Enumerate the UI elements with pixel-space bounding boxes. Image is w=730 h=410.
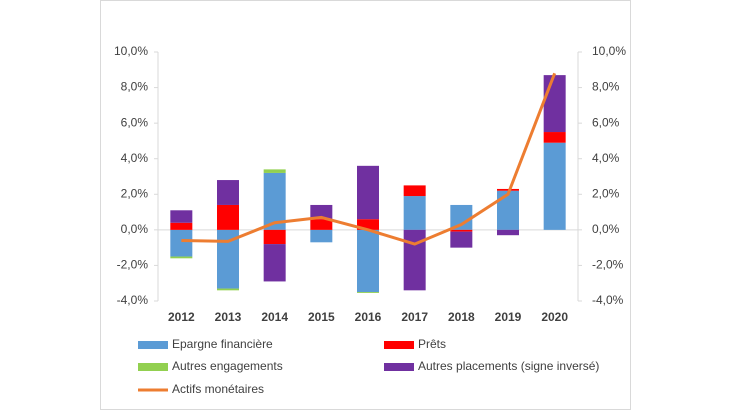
x-tick-label: 2012 [168,310,195,324]
bar-segment [310,229,333,243]
y-tick-label: 6,0% [121,115,149,129]
y2-tick-label: -2,0% [592,258,624,272]
y2-tick-label: 6,0% [592,115,620,129]
x-tick-label: 2013 [215,310,242,324]
y-tick-label: -4,0% [117,293,149,307]
bar-segment [310,204,333,220]
bar-segment [543,132,566,143]
bar-segment [450,231,473,248]
bar-segment [543,75,566,133]
legend-label: Actifs monétaires [172,382,264,396]
bar-segment [357,219,379,230]
legend-symbol [138,363,168,371]
bar-segment [450,204,473,230]
bar-segment [263,229,286,245]
bar-segment [170,229,193,257]
y-tick-label: 8,0% [121,80,149,94]
y2-tick-label: 8,0% [592,80,620,94]
x-tick-label: 2020 [541,310,568,324]
bar-segment [357,165,379,220]
bar-segment [497,229,519,236]
bar-segment [497,188,519,191]
bar-segment [217,288,239,291]
bar-segment [217,180,239,205]
bar-segment [310,219,333,230]
bar-segment [403,185,426,197]
legend-label: Autres placements (signe inversé) [418,359,599,373]
y-tick-label: -2,0% [117,258,149,272]
bar-segment [263,172,286,230]
x-tick-label: 2019 [495,310,522,324]
y2-tick-label: 10,0% [592,44,626,58]
bar-segment [170,256,193,259]
x-tick-label: 2018 [448,310,475,324]
bar-segment [217,229,239,289]
legend-label: Epargne financière [172,337,273,351]
legend-symbol [384,341,414,349]
bar-segment [403,229,426,291]
bar-segment [217,204,239,230]
bar-segment [450,229,473,232]
bar-segment [263,169,286,173]
y-tick-label: 10,0% [114,44,148,58]
bar-segment [170,210,193,223]
x-tick-label: 2017 [401,310,428,324]
bar-segment [403,196,426,230]
x-tick-label: 2014 [261,310,288,324]
x-tick-label: 2015 [308,310,335,324]
y-tick-label: 2,0% [121,186,149,200]
legend-label: Autres engagements [172,359,283,373]
y2-tick-label: 4,0% [592,151,620,165]
bar-segment [357,229,379,293]
bar-segment [263,244,286,282]
bar-segment [170,222,193,230]
bar-segment [357,292,379,293]
y-tick-label: 0,0% [121,222,149,236]
y2-tick-label: 0,0% [592,222,620,236]
legend-symbol [384,363,414,371]
bar-segment [497,190,519,230]
x-tick-label: 2016 [355,310,382,324]
y2-tick-label: 2,0% [592,186,620,200]
legend-label: Prêts [418,337,446,351]
legend-symbol [138,341,168,349]
y-tick-label: 4,0% [121,151,149,165]
bar-segment [543,142,566,230]
y2-tick-label: -4,0% [592,293,624,307]
line-series [181,72,557,246]
